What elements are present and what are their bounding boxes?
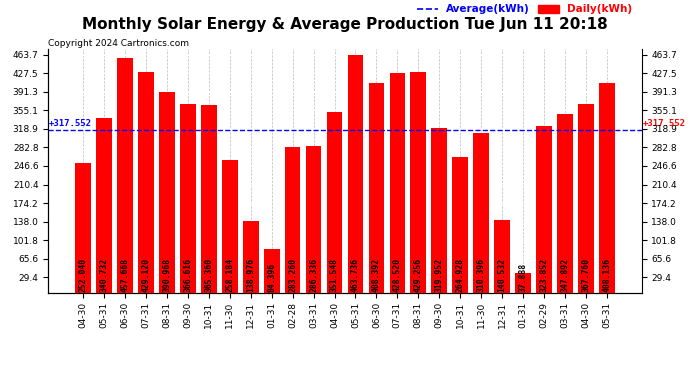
Bar [180, 104, 196, 292]
Text: 365.360: 365.360 [204, 258, 213, 292]
Bar [243, 221, 259, 292]
Text: 429.256: 429.256 [414, 258, 423, 292]
Bar [159, 92, 175, 292]
Text: 351.548: 351.548 [330, 258, 339, 292]
Text: 457.668: 457.668 [121, 258, 130, 292]
Text: 408.136: 408.136 [602, 258, 611, 292]
Text: 264.928: 264.928 [455, 258, 465, 292]
Text: 366.616: 366.616 [184, 258, 193, 292]
Text: 408.392: 408.392 [372, 258, 381, 292]
Text: +317.552: +317.552 [642, 119, 685, 128]
Text: 429.120: 429.120 [141, 258, 150, 292]
Text: 367.760: 367.760 [582, 258, 591, 292]
Bar [264, 249, 279, 292]
Bar [306, 146, 322, 292]
Text: Monthly Solar Energy & Average Production Tue Jun 11 20:18: Monthly Solar Energy & Average Productio… [82, 17, 608, 32]
Bar [117, 58, 133, 292]
Bar [348, 54, 364, 292]
Bar [494, 220, 510, 292]
Legend: Average(kWh), Daily(kWh): Average(kWh), Daily(kWh) [413, 0, 636, 19]
Text: Copyright 2024 Cartronics.com: Copyright 2024 Cartronics.com [48, 39, 189, 48]
Text: 84.396: 84.396 [267, 262, 276, 292]
Bar [326, 112, 342, 292]
Bar [473, 133, 489, 292]
Text: 258.184: 258.184 [225, 258, 235, 292]
Bar [75, 163, 91, 292]
Bar [557, 114, 573, 292]
Bar [285, 147, 300, 292]
Bar [411, 72, 426, 292]
Text: 319.952: 319.952 [435, 258, 444, 292]
Text: 310.396: 310.396 [477, 258, 486, 292]
Text: 37.888: 37.888 [519, 262, 528, 292]
Text: 283.260: 283.260 [288, 258, 297, 292]
Bar [390, 73, 405, 292]
Bar [515, 273, 531, 292]
Text: 428.520: 428.520 [393, 258, 402, 292]
Bar [368, 83, 384, 292]
Bar [578, 104, 594, 292]
Text: +317.552: +317.552 [49, 119, 92, 128]
Text: 140.532: 140.532 [497, 258, 506, 292]
Bar [453, 156, 468, 292]
Text: 286.336: 286.336 [309, 258, 318, 292]
Text: 347.892: 347.892 [560, 258, 569, 292]
Text: 463.736: 463.736 [351, 258, 360, 292]
Text: 340.732: 340.732 [99, 258, 108, 292]
Text: 323.852: 323.852 [540, 258, 549, 292]
Bar [201, 105, 217, 292]
Bar [222, 160, 237, 292]
Text: 252.040: 252.040 [79, 258, 88, 292]
Bar [431, 128, 447, 292]
Bar [536, 126, 552, 292]
Bar [96, 118, 112, 292]
Bar [599, 83, 615, 292]
Text: 138.976: 138.976 [246, 258, 255, 292]
Text: 390.968: 390.968 [162, 258, 171, 292]
Bar [138, 72, 154, 292]
